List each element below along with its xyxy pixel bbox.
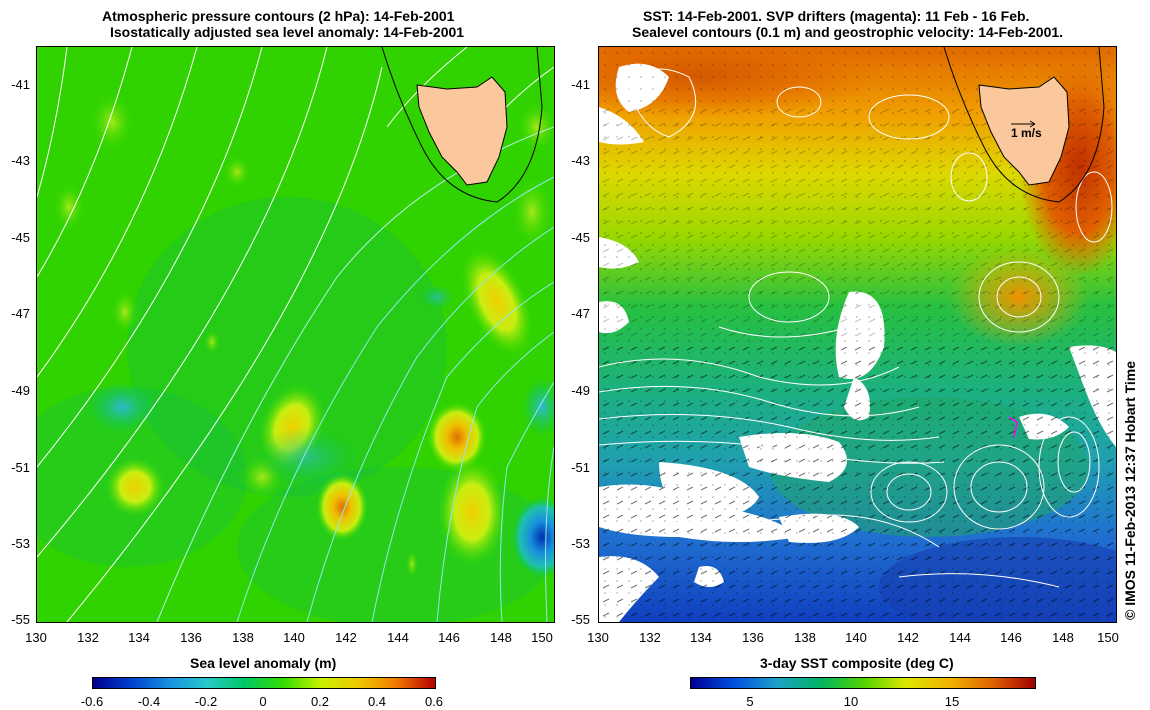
sla-colorbar-label: 0.4 — [367, 694, 387, 709]
lat-tick-left: -45 — [11, 230, 30, 245]
sla-map-panel — [36, 46, 555, 623]
lat-tick-right: -47 — [571, 306, 590, 321]
sla-colorbar-label: -0.4 — [137, 694, 161, 709]
sla-low-feature — [512, 497, 554, 577]
lon-tick-left: 150 — [531, 630, 553, 645]
sla-colorbar-label: -0.6 — [80, 694, 104, 709]
lat-tick-right: -55 — [571, 612, 590, 627]
lon-tick-right: 148 — [1052, 630, 1074, 645]
sst-colorbar — [690, 677, 1036, 689]
lon-tick-left: 146 — [438, 630, 460, 645]
sla-colorbar-label: 0.2 — [310, 694, 330, 709]
lon-tick-left: 136 — [180, 630, 202, 645]
sst-map-panel: 1 m/s — [598, 46, 1117, 623]
sla-map — [37, 47, 554, 622]
lon-tick-right: 136 — [742, 630, 764, 645]
sla-colorbar — [92, 677, 436, 689]
lon-tick-right: 144 — [949, 630, 971, 645]
sst-colorbar-label: 10 — [843, 694, 859, 709]
velocity-arrowhead — [1029, 120, 1036, 128]
lon-tick-left: 132 — [77, 630, 99, 645]
sst-colorbar-title: 3-day SST composite (deg C) — [760, 655, 954, 671]
left-title-line2: Isostatically adjusted sea level anomaly… — [110, 24, 465, 40]
lat-tick-left: -41 — [11, 77, 30, 92]
svp-drifter-track — [1008, 416, 1018, 438]
lon-tick-left: 138 — [232, 630, 254, 645]
lat-tick-right: -41 — [571, 77, 590, 92]
coastline-outline — [381, 47, 543, 203]
coastline-outline — [943, 47, 1105, 203]
lat-tick-right: -51 — [571, 460, 590, 475]
sla-colorbar-label: -0.2 — [194, 694, 218, 709]
lon-tick-left: 142 — [335, 630, 357, 645]
lon-tick-right: 142 — [897, 630, 919, 645]
lon-tick-right: 150 — [1097, 630, 1119, 645]
lat-tick-right: -43 — [571, 153, 590, 168]
lon-tick-right: 138 — [794, 630, 816, 645]
velocity-scale-label: 1 m/s — [1011, 126, 1042, 140]
right-title-line1: SST: 14-Feb-2001. SVP drifters (magenta)… — [643, 8, 1030, 24]
sst-colorbar-label: 5 — [746, 694, 754, 709]
copyright-text: © IMOS 11-Feb-2013 12:37 Hobart Time — [1122, 360, 1138, 620]
lat-tick-right: -49 — [571, 383, 590, 398]
lat-tick-left: -43 — [11, 153, 30, 168]
left-title-line1: Atmospheric pressure contours (2 hPa): 1… — [102, 8, 455, 24]
lon-tick-left: 148 — [490, 630, 512, 645]
sla-colorbar-label: 0.6 — [424, 694, 444, 709]
tasmania-land — [416, 76, 508, 186]
sla-high-feature — [90, 92, 134, 152]
lat-tick-right: -45 — [571, 230, 590, 245]
right-title-line2: Sealevel contours (0.1 m) and geostrophi… — [632, 24, 1064, 40]
pressure-contours — [37, 47, 554, 622]
lat-tick-left: -49 — [11, 383, 30, 398]
sla-colorbar-label: 0 — [259, 694, 267, 709]
tasmania-land — [978, 76, 1070, 186]
lon-tick-right: 146 — [1000, 630, 1022, 645]
lon-tick-left: 134 — [128, 630, 150, 645]
sla-colorbar-title: Sea level anomaly (m) — [190, 655, 337, 671]
lon-tick-left: 130 — [25, 630, 47, 645]
lat-tick-left: -51 — [11, 460, 30, 475]
lon-tick-left: 140 — [283, 630, 305, 645]
lon-tick-left: 144 — [387, 630, 409, 645]
sst-map — [599, 47, 1116, 622]
lon-tick-right: 140 — [845, 630, 867, 645]
lon-tick-right: 134 — [690, 630, 712, 645]
lat-tick-right: -53 — [571, 536, 590, 551]
sst-colorbar-label: 15 — [944, 694, 960, 709]
lon-tick-right: 132 — [639, 630, 661, 645]
lat-tick-left: -55 — [11, 612, 30, 627]
lon-tick-right: 130 — [587, 630, 609, 645]
sealevel-contours — [599, 68, 1113, 588]
lat-tick-left: -47 — [11, 306, 30, 321]
lat-tick-left: -53 — [11, 536, 30, 551]
